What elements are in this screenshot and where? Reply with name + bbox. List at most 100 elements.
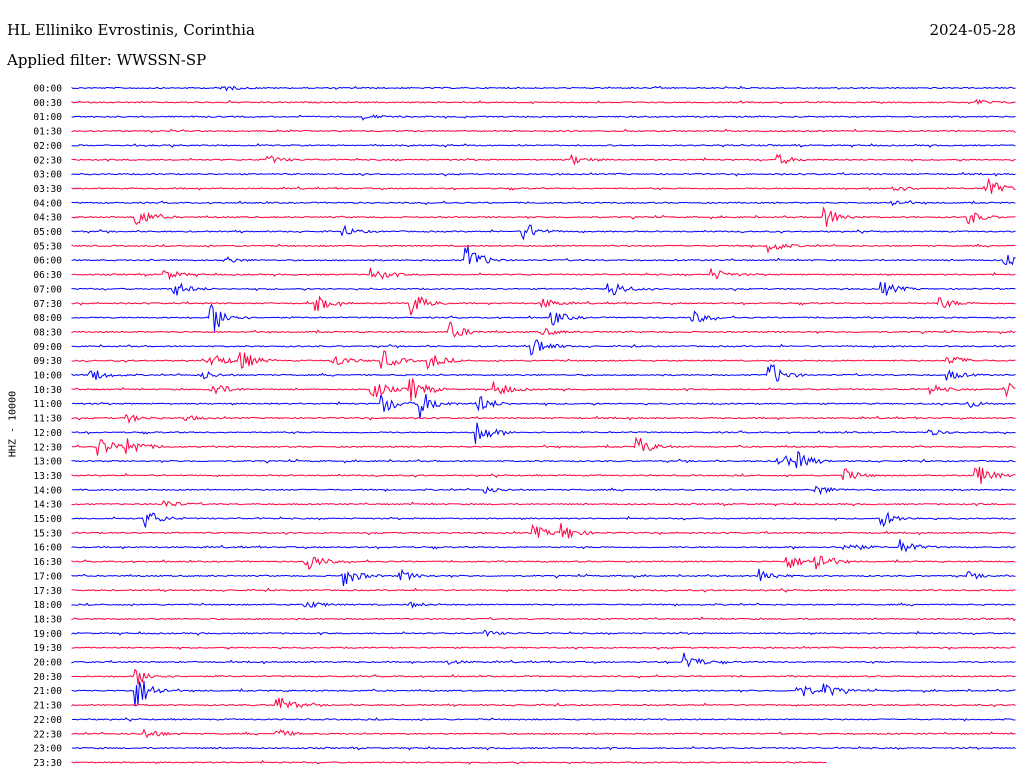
trace-row [71, 224, 1016, 241]
trace-row [71, 350, 1016, 370]
trace-row [71, 153, 1016, 166]
trace-row [71, 539, 1016, 553]
trace-row [71, 243, 1016, 254]
row-time-label: 10:00 [33, 371, 62, 382]
row-time-label: 03:30 [33, 184, 62, 195]
row-time-label: 00:00 [33, 84, 62, 95]
row-time-label: 08:00 [33, 313, 62, 324]
trace-row [71, 601, 1016, 609]
row-time-label: 21:30 [33, 701, 62, 712]
row-time-label: 01:00 [33, 112, 62, 123]
trace-row [71, 745, 1016, 751]
row-time-label: 18:00 [33, 600, 62, 611]
trace-row [71, 466, 1016, 485]
row-time-label: 04:00 [33, 198, 62, 209]
row-time-label: 22:30 [33, 729, 62, 740]
row-time-label: 23:00 [33, 744, 62, 755]
trace-row [71, 378, 1016, 402]
trace-row [71, 450, 1016, 469]
row-time-label: 00:30 [33, 98, 62, 109]
trace-row [71, 523, 1016, 539]
trace-row [71, 199, 1016, 207]
row-time-label: 17:30 [33, 586, 62, 597]
trace-row [71, 652, 1016, 668]
filter-label: Applied filter: WWSSN-SP [7, 51, 207, 69]
trace-row [71, 436, 1016, 456]
trace-row [71, 728, 1016, 739]
row-time-label: 20:00 [33, 658, 62, 669]
trace-row [71, 363, 1016, 382]
trace-row [71, 143, 1016, 148]
trace-row [71, 422, 1016, 444]
trace-row [71, 587, 1016, 593]
row-time-label: 16:00 [33, 543, 62, 554]
trace-row [71, 281, 1016, 296]
trace-row [71, 668, 1016, 685]
trace-row [71, 697, 1016, 709]
trace-row [71, 511, 1016, 528]
row-time-label: 15:00 [33, 514, 62, 525]
row-time-label: 07:00 [33, 284, 62, 295]
row-time-label: 06:00 [33, 256, 62, 267]
row-time-label: 14:00 [33, 485, 62, 496]
trace-row [71, 128, 1016, 134]
trace-row [71, 485, 1016, 496]
trace-row [71, 759, 827, 765]
trace-row [71, 645, 1016, 651]
row-time-label: 15:30 [33, 528, 62, 539]
row-time-label: 22:00 [33, 715, 62, 726]
row-time-label: 23:30 [33, 758, 62, 769]
row-time-label: 02:00 [33, 141, 62, 152]
row-time-label: 13:30 [33, 471, 62, 482]
row-time-label: 09:30 [33, 356, 62, 367]
row-time-label: 12:00 [33, 428, 62, 439]
row-time-label: 01:30 [33, 127, 62, 138]
trace-row [71, 500, 1016, 508]
row-time-label: 07:30 [33, 299, 62, 310]
row-time-label: 14:30 [33, 500, 62, 511]
row-time-label: 08:30 [33, 327, 62, 338]
row-time-label: 18:30 [33, 614, 62, 625]
trace-row [71, 629, 1016, 638]
trace-row [71, 295, 1016, 316]
row-time-label: 02:30 [33, 155, 62, 166]
trace-row [71, 717, 1016, 722]
row-time-label: 21:00 [33, 686, 62, 697]
trace-row [71, 394, 1016, 419]
row-time-label: 17:00 [33, 571, 62, 582]
trace-row [71, 246, 1016, 266]
trace-row [71, 321, 1016, 338]
row-time-label: 16:30 [33, 557, 62, 568]
station-title: HL Elliniko Evrostinis, Corinthia [7, 21, 255, 39]
row-time-label: 11:00 [33, 399, 62, 410]
row-time-label: 11:30 [33, 414, 62, 425]
trace-row [71, 616, 1016, 622]
row-time-label: 12:30 [33, 442, 62, 453]
row-time-label: 05:00 [33, 227, 62, 238]
row-time-label: 03:00 [33, 170, 62, 181]
row-time-label: 10:30 [33, 385, 62, 396]
row-time-label: 20:30 [33, 672, 62, 683]
trace-row [71, 85, 1016, 92]
row-time-label: 19:30 [33, 643, 62, 654]
trace-row [71, 555, 1016, 571]
record-date: 2024-05-28 [929, 21, 1016, 39]
trace-row [71, 206, 1016, 227]
trace-row [71, 114, 1016, 121]
trace-row [71, 413, 1016, 424]
trace-row [71, 568, 1016, 586]
row-time-label: 05:30 [33, 241, 62, 252]
row-time-label: 19:00 [33, 629, 62, 640]
trace-row [71, 303, 1016, 332]
trace-row [71, 267, 1016, 281]
row-time-label: 06:30 [33, 270, 62, 281]
row-time-label: 13:00 [33, 457, 62, 468]
row-time-label: 04:30 [33, 213, 62, 224]
trace-row [71, 99, 1016, 106]
row-time-label: 09:00 [33, 342, 62, 353]
trace-row [71, 171, 1016, 177]
trace-row [71, 680, 1016, 707]
trace-row [71, 339, 1016, 356]
trace-row [71, 177, 1016, 194]
